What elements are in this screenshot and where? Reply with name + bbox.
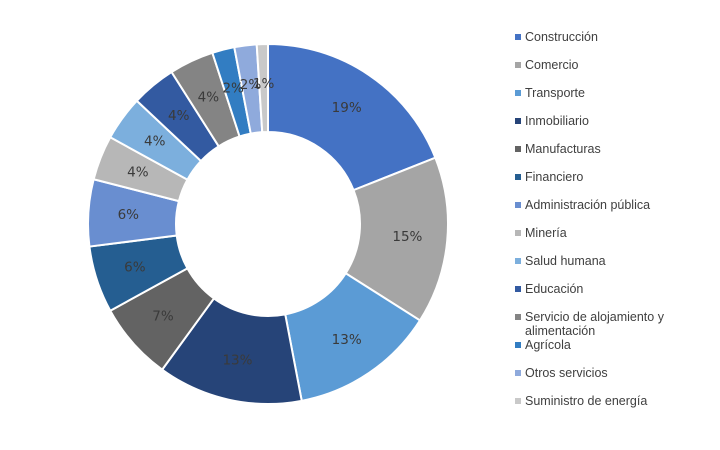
legend-item-educacion: Educación — [515, 282, 715, 296]
legend-item-financiero: Financiero — [515, 170, 715, 184]
data-labels-group: 19%15%13%13%7%6%6%4%4%4%4%2%2%1% — [118, 76, 423, 369]
legend-item-salud-humana: Salud humana — [515, 254, 715, 268]
legend-swatch-servicio-de-alojamiento-y-alimentacion — [515, 314, 521, 320]
legend-item-manufacturas: Manufacturas — [515, 142, 715, 156]
legend-item-servicio-de-alojamiento-y-alimentacion: Servicio de alojamiento y alimentación — [515, 310, 715, 338]
data-label-financiero: 6% — [124, 259, 146, 275]
slice-suministro-de-energia — [255, 42, 269, 134]
legend-label-comercio: Comercio — [525, 58, 579, 72]
legend-label-financiero: Financiero — [525, 170, 584, 184]
data-label-manufacturas: 7% — [152, 309, 174, 325]
data-label-comercio: 15% — [392, 229, 422, 245]
legend-item-suministro-de-energia: Suministro de energía — [515, 394, 715, 408]
legend-swatch-transporte — [515, 90, 521, 96]
legend-item-administracion-publica: Administración pública — [515, 198, 715, 212]
legend-label-transporte: Transporte — [525, 86, 585, 100]
legend-item-construccion: Construcción — [515, 30, 715, 44]
legend-swatch-manufacturas — [515, 146, 521, 152]
legend-swatch-administracion-publica — [515, 202, 521, 208]
data-label-servicio-de-alojamiento-y-alimentacion: 4% — [198, 89, 220, 105]
legend-swatch-mineria — [515, 230, 521, 236]
legend-item-transporte: Transporte — [515, 86, 715, 100]
data-label-transporte: 13% — [332, 332, 362, 348]
legend-label-educacion: Educación — [525, 282, 584, 296]
data-label-agricola: 2% — [222, 80, 244, 96]
data-label-otros-servicios: 2% — [240, 77, 262, 93]
slices-group — [87, 42, 449, 405]
legend-label-mineria: Minería — [525, 226, 567, 240]
legend-label-administracion-publica: Administración pública — [525, 198, 651, 212]
legend-label-otros-servicios: Otros servicios — [525, 366, 608, 380]
data-label-salud-humana: 4% — [144, 134, 166, 150]
data-label-mineria: 4% — [127, 164, 149, 180]
legend-label-construccion: Construcción — [525, 30, 598, 44]
legend-swatch-comercio — [515, 62, 521, 68]
legend-swatch-otros-servicios — [515, 370, 521, 376]
legend-label-inmobiliario: Inmobiliario — [525, 114, 589, 128]
legend-swatch-salud-humana — [515, 258, 521, 264]
legend-swatch-agricola — [515, 342, 521, 348]
legend-label-agricola: Agrícola — [525, 338, 571, 352]
slice-construccion — [267, 42, 437, 192]
data-label-construccion: 19% — [332, 100, 362, 116]
legend-swatch-educacion — [515, 286, 521, 292]
data-label-educacion: 4% — [168, 108, 190, 124]
legend-item-mineria: Minería — [515, 226, 715, 240]
data-label-suministro-de-energia: 1% — [253, 76, 275, 92]
legend-item-inmobiliario: Inmobiliario — [515, 114, 715, 128]
legend-label-salud-humana: Salud humana — [525, 254, 606, 268]
legend-swatch-construccion — [515, 34, 521, 40]
legend-item-agricola: Agrícola — [515, 338, 715, 352]
legend-swatch-suministro-de-energia — [515, 398, 521, 404]
slice-comercio — [344, 156, 449, 322]
legend-swatch-inmobiliario — [515, 118, 521, 124]
data-label-administracion-publica: 6% — [118, 207, 140, 223]
legend-item-comercio: Comercio — [515, 58, 715, 72]
legend-label-servicio-de-alojamiento-y-alimentacion: Servicio de alojamiento y alimentación — [525, 310, 664, 338]
legend-label-suministro-de-energia: Suministro de energía — [525, 394, 648, 408]
legend-swatch-financiero — [515, 174, 521, 180]
legend-label-manufacturas: Manufacturas — [525, 142, 601, 156]
legend-item-otros-servicios: Otros servicios — [515, 366, 715, 380]
data-label-inmobiliario: 13% — [222, 353, 252, 369]
